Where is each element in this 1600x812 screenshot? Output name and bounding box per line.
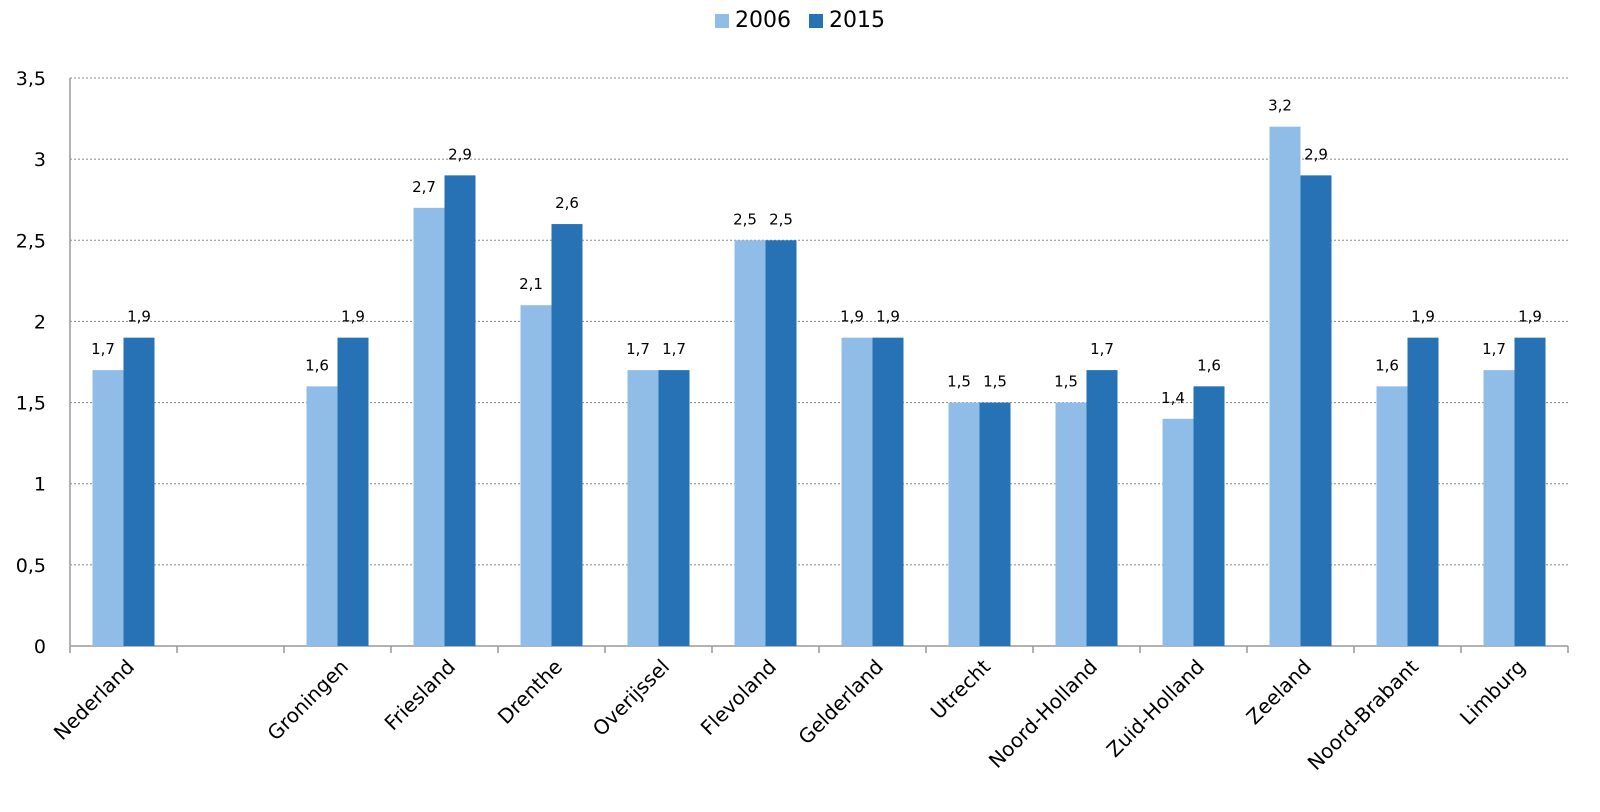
category-label: Nederland <box>49 655 139 745</box>
bar-2015 <box>444 175 476 646</box>
bar-2015 <box>765 240 797 647</box>
data-label: 1,9 <box>341 308 365 326</box>
data-label: 1,5 <box>1054 373 1078 391</box>
y-tick-label: 2,5 <box>16 230 46 252</box>
data-label: 1,9 <box>1411 308 1435 326</box>
bar-2006 <box>92 370 124 646</box>
category-label: Utrecht <box>926 654 995 723</box>
data-label: 2,7 <box>412 178 436 196</box>
category-label: Drenthe <box>493 655 567 729</box>
data-label: 1,9 <box>840 308 864 326</box>
data-label: 2,5 <box>769 210 793 228</box>
bar-2006 <box>948 402 980 646</box>
y-tick-label: 1,5 <box>16 393 46 415</box>
data-label: 1,9 <box>1518 308 1542 326</box>
data-label: 1,9 <box>876 308 900 326</box>
bar-2006 <box>413 207 445 647</box>
category-label: Flevoland <box>696 655 781 740</box>
bar-2015 <box>979 402 1011 646</box>
bar-2015 <box>872 337 904 646</box>
category-label: Gelderland <box>793 655 888 750</box>
legend-swatch-2006 <box>715 13 729 28</box>
legend-label-2006: 2006 <box>735 8 791 33</box>
y-tick-label: 2 <box>34 311 46 333</box>
bar-2006 <box>1483 370 1515 646</box>
legend-swatch-2015 <box>809 13 823 28</box>
legend-item-2015: 2015 <box>809 8 885 33</box>
legend-label-2015: 2015 <box>829 8 885 33</box>
data-label: 1,7 <box>662 340 686 358</box>
y-tick-label: 3,5 <box>16 68 46 90</box>
bar-2006 <box>520 305 552 646</box>
data-label: 2,9 <box>448 145 472 163</box>
bar-2015 <box>551 224 583 647</box>
bar-2006 <box>627 370 659 646</box>
data-label: 1,6 <box>1375 356 1399 374</box>
data-label: 2,5 <box>733 210 757 228</box>
category-label: Zuid-Holland <box>1102 655 1209 762</box>
category-label: Zeeland <box>1241 655 1316 730</box>
data-label: 1,7 <box>626 340 650 358</box>
category-label: Groningen <box>262 655 353 746</box>
chart-legend: 2006 2015 <box>0 8 1600 33</box>
data-label: 2,1 <box>519 275 543 293</box>
y-tick-label: 3 <box>34 149 46 171</box>
data-label: 1,6 <box>305 356 329 374</box>
data-label: 1,7 <box>1090 340 1114 358</box>
bar-2015 <box>1086 370 1118 646</box>
y-tick-label: 1 <box>34 474 46 496</box>
bar-2015 <box>1407 337 1439 646</box>
bar-2006 <box>1162 418 1194 646</box>
category-label: Overijssel <box>588 655 674 741</box>
data-label: 1,7 <box>1482 340 1506 358</box>
data-label: 1,6 <box>1197 356 1221 374</box>
bar-2015 <box>1300 175 1332 646</box>
data-label: 1,9 <box>127 308 151 326</box>
bar-2006 <box>1376 386 1408 646</box>
data-label: 1,5 <box>947 373 971 391</box>
y-tick-label: 0 <box>34 636 46 658</box>
bar-2015 <box>337 337 369 646</box>
data-label: 2,9 <box>1304 145 1328 163</box>
bar-2006 <box>841 337 873 646</box>
data-label: 2,6 <box>555 194 579 212</box>
bar-2015 <box>658 370 690 646</box>
data-label: 3,2 <box>1268 97 1292 115</box>
category-label: Friesland <box>380 655 460 735</box>
bar-2006 <box>306 386 338 646</box>
category-label: Noord-Holland <box>984 655 1102 773</box>
bar-2006 <box>1269 126 1301 646</box>
bar-2015 <box>1514 337 1546 646</box>
bar-2015 <box>1193 386 1225 646</box>
bar-2015 <box>123 337 155 646</box>
data-label: 1,5 <box>983 373 1007 391</box>
bar-2006 <box>734 240 766 647</box>
category-label: Limburg <box>1455 655 1530 730</box>
bar-2006 <box>1055 402 1087 646</box>
legend-item-2006: 2006 <box>715 8 791 33</box>
data-label: 1,7 <box>91 340 115 358</box>
y-tick-label: 0,5 <box>16 555 46 577</box>
data-label: 1,4 <box>1161 389 1185 407</box>
category-label: Noord-Brabant <box>1303 654 1423 774</box>
